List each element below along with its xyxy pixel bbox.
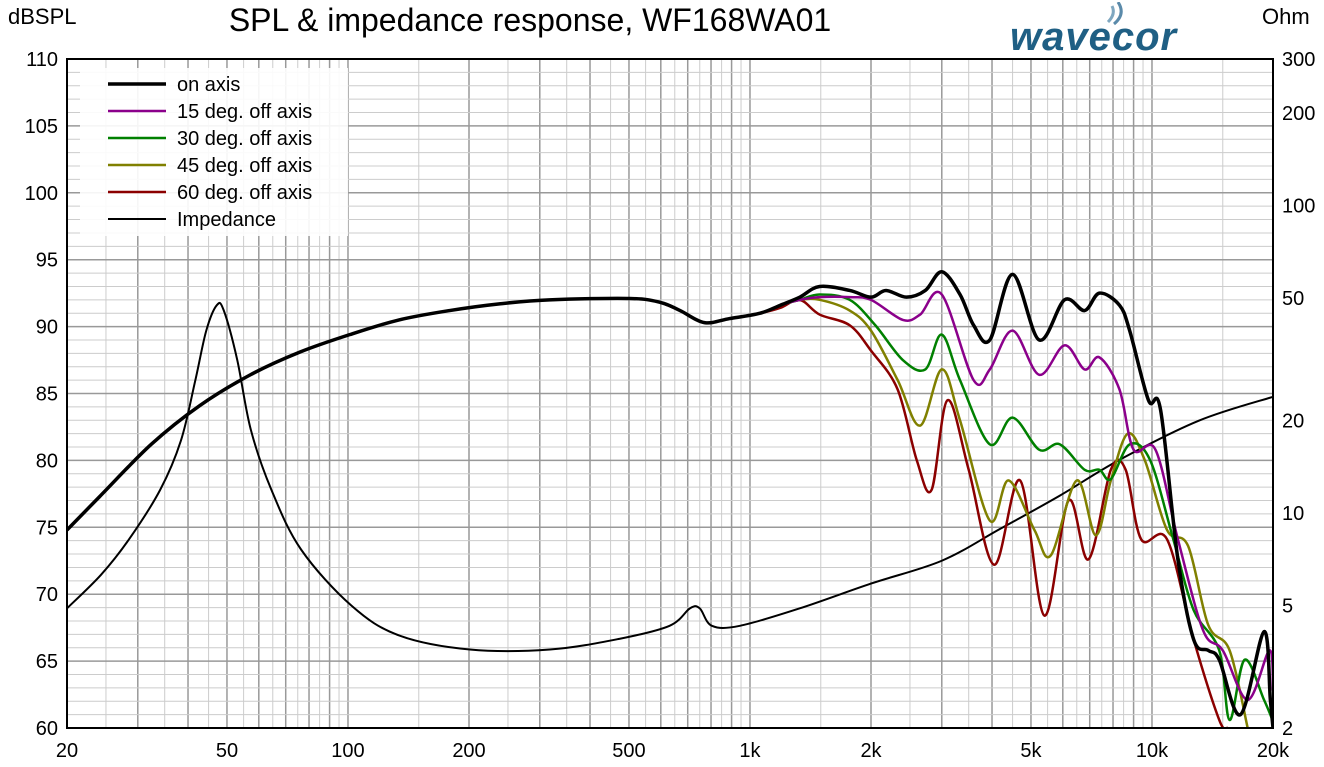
- series-line-impedance: [67, 301, 1273, 653]
- y2-axis-label: Ohm: [1262, 4, 1310, 29]
- y-tick-label: 75: [36, 517, 58, 539]
- x-tick-label: 20: [56, 740, 78, 762]
- svg-text:wavecor: wavecor: [1010, 15, 1179, 54]
- chart-title: SPL & impedance response, WF168WA01: [228, 2, 832, 38]
- series-line-60-deg-off-axis: [660, 298, 1229, 728]
- y-tick-label: 65: [36, 651, 58, 673]
- y2-tick-label: 100: [1282, 196, 1315, 218]
- legend-label: 15 deg. off axis: [177, 101, 312, 123]
- y-tick-label: 60: [36, 718, 58, 740]
- y-tick-label: 80: [36, 450, 58, 472]
- series-line-30-deg-off-axis: [660, 293, 1273, 722]
- legend-label: 60 deg. off axis: [177, 182, 312, 204]
- wavecor-logo: wavecor: [1010, 2, 1179, 54]
- y2-tick-label: 10: [1282, 503, 1304, 525]
- y2-tick-label: 300: [1282, 49, 1315, 71]
- legend-label: on axis: [177, 74, 240, 96]
- x-tick-label: 200: [452, 740, 485, 762]
- legend-box: [80, 68, 348, 236]
- y-tick-label: 70: [36, 584, 58, 606]
- series-line-on-axis: [67, 269, 1273, 728]
- y-tick-label: 105: [25, 116, 58, 138]
- y2-tick-label: 5: [1282, 596, 1293, 618]
- y-tick-label: 95: [36, 250, 58, 272]
- y2-tick-label: 200: [1282, 103, 1315, 125]
- x-tick-label: 1k: [739, 740, 761, 762]
- x-tick-label: 10k: [1136, 740, 1169, 762]
- x-tick-label: 20k: [1257, 740, 1290, 762]
- x-tick-label: 100: [331, 740, 364, 762]
- legend-label: 45 deg. off axis: [177, 155, 312, 177]
- x-tick-label: 500: [612, 740, 645, 762]
- x-tick-label: 5k: [1020, 740, 1042, 762]
- y2-tick-label: 20: [1282, 411, 1304, 433]
- plot-frame: [66, 58, 1274, 729]
- y-tick-label: 85: [36, 384, 58, 406]
- x-tick-label: 50: [216, 740, 238, 762]
- y2-tick-label: 2: [1282, 718, 1293, 740]
- y-tick-label: 100: [25, 183, 58, 205]
- y-tick-label: 90: [36, 317, 58, 339]
- legend-label: 30 deg. off axis: [177, 128, 312, 150]
- x-tick-label: 2k: [860, 740, 882, 762]
- y2-tick-label: 50: [1282, 288, 1304, 310]
- legend-label: Impedance: [177, 209, 276, 231]
- y-tick-label: 110: [26, 49, 58, 71]
- y-axis-label: dBSPL: [8, 4, 77, 29]
